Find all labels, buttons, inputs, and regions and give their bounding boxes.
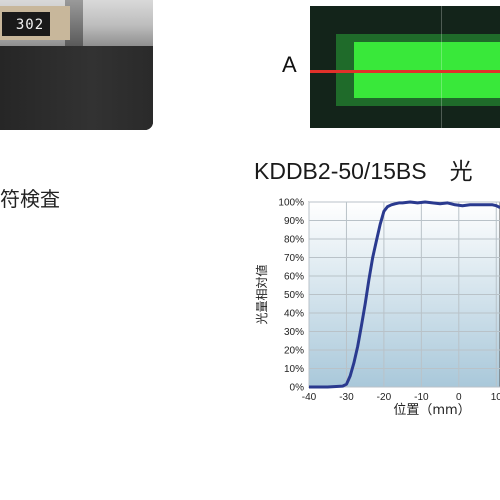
inspection-caption: 符検査 [0,187,60,211]
x-tick-label: -10 [414,392,429,403]
y-tick-label: 40% [284,309,304,320]
component-photo: 302 [0,0,153,130]
y-tick-label: 0% [290,383,305,394]
y-tick-label: 10% [284,364,304,375]
x-tick-label: 10 [491,392,500,403]
resistor-chip-face [2,12,50,36]
series-line [309,200,500,389]
x-tick-label: -20 [377,392,392,403]
y-axis-label: 光量相対値 [254,264,269,324]
photo-marker-line [441,6,442,128]
chart-title: KDDB2-50/15BS 光 [254,158,473,184]
x-tick-label: 0 [456,392,462,403]
light-bar-photo [310,6,500,128]
resistor-code: 302 [15,17,45,33]
tick-labels: 0% 10% 20% 30% 40% 50% 60% 70% 80% 90% 100% -40 -30 -… [278,198,500,404]
y-tick-label: 30% [284,327,304,338]
x-axis-label: 位置（mm） [393,403,470,418]
y-tick-label: 90% [284,216,304,227]
y-tick-label: 60% [284,272,304,283]
x-tick-label: -40 [302,392,317,403]
y-tick-label: 20% [284,346,304,357]
y-tick-label: 70% [284,253,304,264]
laser-scan-line [310,70,500,73]
photo-background [0,46,153,130]
y-tick-label: 50% [284,290,304,301]
x-tick-label: -30 [339,392,354,403]
y-tick-label: 100% [278,198,304,209]
grid [308,201,500,388]
y-tick-label: 80% [284,235,304,246]
position-label: A [282,52,297,77]
